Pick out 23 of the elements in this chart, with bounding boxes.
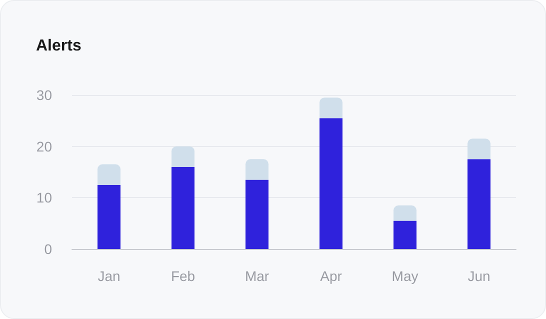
x-tick-label: Mar bbox=[244, 268, 270, 284]
x-tick-label: Apr bbox=[320, 268, 342, 284]
bar bbox=[468, 159, 490, 249]
bar bbox=[468, 138, 490, 160]
bar bbox=[98, 184, 120, 249]
y-tick-label: 10 bbox=[36, 190, 52, 206]
y-tick-label: 20 bbox=[36, 138, 52, 154]
bar bbox=[98, 164, 120, 185]
x-tick-label: Feb bbox=[170, 268, 196, 284]
x-tick-label: May bbox=[392, 268, 418, 284]
y-tick-label: 30 bbox=[36, 87, 52, 103]
bar bbox=[320, 98, 342, 118]
x-tick-label: Jan bbox=[98, 268, 120, 284]
bar bbox=[172, 166, 194, 249]
bar bbox=[246, 159, 268, 180]
bar bbox=[394, 220, 416, 249]
bar bbox=[320, 118, 342, 249]
bar bbox=[246, 180, 268, 249]
x-tick-label: Jun bbox=[468, 268, 490, 284]
bar bbox=[394, 205, 416, 221]
y-tick-label: 0 bbox=[44, 241, 52, 257]
bar bbox=[172, 146, 194, 167]
chart-title: Alerts bbox=[36, 38, 82, 54]
